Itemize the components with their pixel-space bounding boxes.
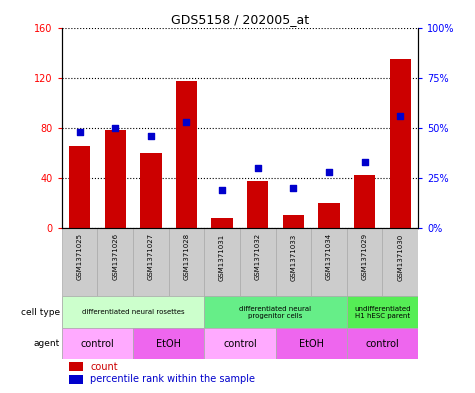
Text: GSM1371029: GSM1371029: [361, 233, 368, 280]
Text: EtOH: EtOH: [156, 339, 181, 349]
Text: differentiated neural rosettes: differentiated neural rosettes: [82, 309, 184, 315]
Bar: [276, 328, 347, 359]
Text: control: control: [80, 339, 114, 349]
Point: [147, 132, 155, 139]
Point: [361, 158, 369, 165]
Title: GDS5158 / 202005_at: GDS5158 / 202005_at: [171, 13, 309, 26]
Bar: [97, 228, 133, 296]
Point: [182, 119, 190, 125]
Text: undifferentiated
H1 hESC parent: undifferentiated H1 hESC parent: [354, 306, 410, 319]
Bar: [62, 328, 133, 359]
Bar: [69, 375, 83, 384]
Text: EtOH: EtOH: [299, 339, 323, 349]
Bar: [133, 328, 204, 359]
Bar: [69, 362, 83, 371]
Bar: [176, 81, 197, 228]
Bar: [240, 228, 276, 296]
Bar: [104, 130, 126, 228]
Point: [289, 185, 297, 191]
Bar: [247, 182, 268, 228]
Text: percentile rank within the sample: percentile rank within the sample: [90, 375, 255, 384]
Bar: [347, 296, 418, 328]
Text: GSM1371033: GSM1371033: [290, 233, 296, 281]
Text: control: control: [365, 339, 399, 349]
Text: GSM1371028: GSM1371028: [183, 233, 190, 280]
Bar: [62, 228, 97, 296]
Text: GSM1371030: GSM1371030: [397, 233, 403, 281]
Bar: [382, 228, 418, 296]
Bar: [204, 228, 240, 296]
Bar: [276, 228, 311, 296]
Text: count: count: [90, 362, 118, 372]
Text: GSM1371031: GSM1371031: [219, 233, 225, 281]
Bar: [354, 175, 375, 228]
Bar: [283, 215, 304, 228]
Text: differentiated neural
progenitor cells: differentiated neural progenitor cells: [239, 306, 312, 319]
Text: control: control: [223, 339, 257, 349]
Text: GSM1371027: GSM1371027: [148, 233, 154, 280]
Point: [396, 112, 404, 119]
Text: cell type: cell type: [21, 308, 60, 317]
Bar: [140, 152, 162, 228]
Point: [111, 125, 119, 131]
Bar: [318, 203, 340, 228]
Bar: [347, 228, 382, 296]
Bar: [311, 228, 347, 296]
Bar: [347, 328, 418, 359]
Text: GSM1371026: GSM1371026: [112, 233, 118, 280]
Point: [254, 165, 261, 171]
Text: GSM1371034: GSM1371034: [326, 233, 332, 280]
Point: [76, 129, 84, 135]
Point: [218, 187, 226, 193]
Text: GSM1371025: GSM1371025: [76, 233, 83, 280]
Bar: [204, 328, 276, 359]
Point: [325, 169, 332, 175]
Text: agent: agent: [34, 339, 60, 348]
Bar: [390, 59, 411, 228]
Bar: [62, 296, 204, 328]
Bar: [204, 296, 347, 328]
Bar: [169, 228, 204, 296]
Bar: [211, 218, 233, 228]
Text: GSM1371032: GSM1371032: [255, 233, 261, 280]
Bar: [133, 228, 169, 296]
Bar: [69, 147, 90, 228]
